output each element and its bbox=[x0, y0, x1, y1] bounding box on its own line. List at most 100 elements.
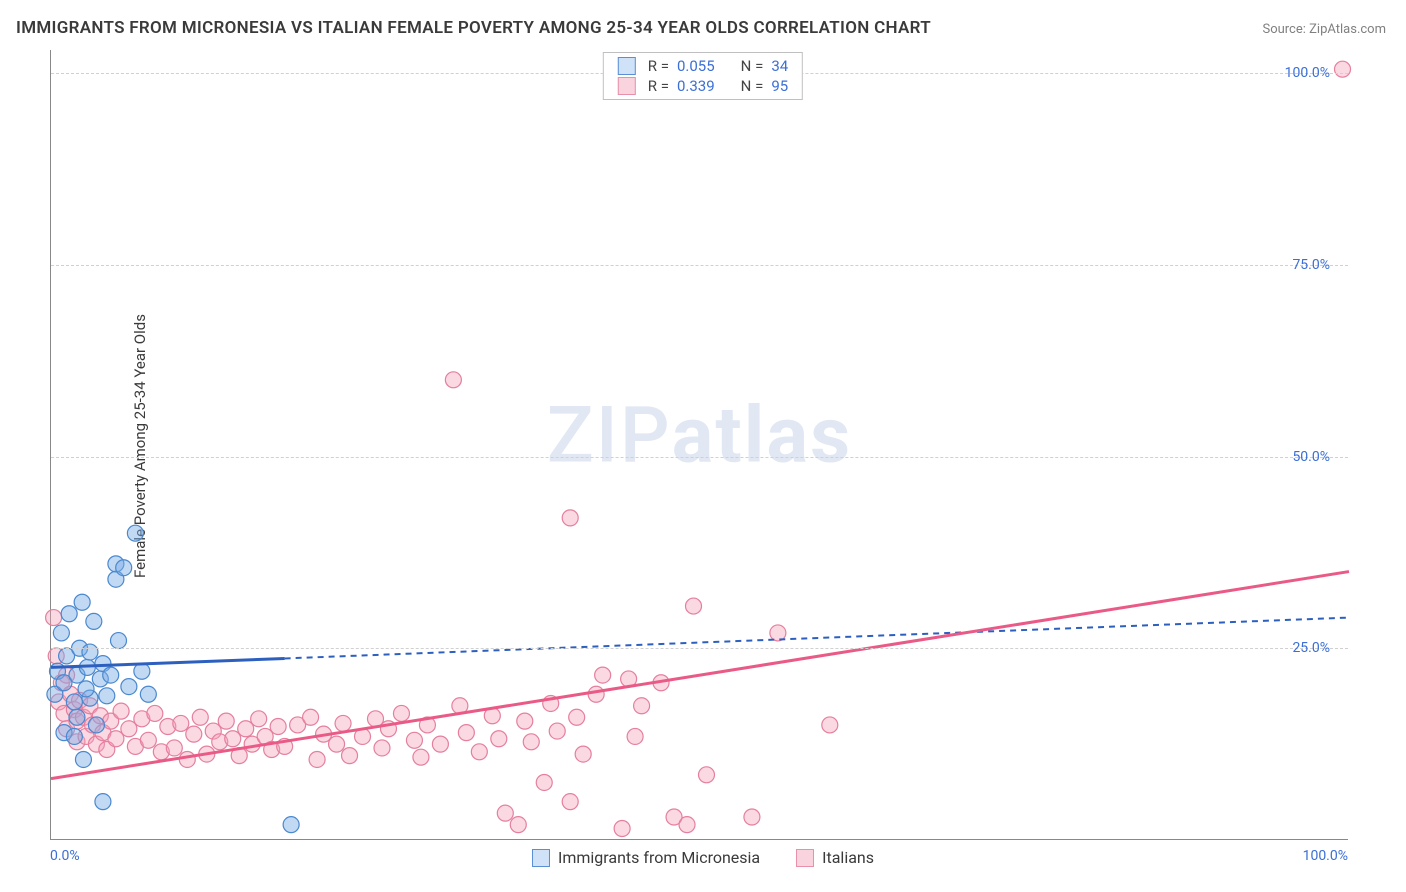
data-point bbox=[186, 726, 202, 742]
data-point bbox=[698, 767, 714, 783]
legend-row-0: R = 0.055 N = 34 bbox=[618, 57, 788, 75]
legend-swatch-1 bbox=[618, 77, 636, 95]
series-legend: Immigrants from Micronesia Italians bbox=[532, 848, 874, 867]
data-point bbox=[335, 715, 351, 731]
data-point bbox=[121, 679, 137, 695]
data-point bbox=[116, 560, 132, 576]
data-point bbox=[374, 740, 390, 756]
series-swatch-1 bbox=[796, 849, 814, 867]
y-tick-label: 50.0% bbox=[1292, 449, 1330, 465]
data-point bbox=[88, 717, 104, 733]
data-point bbox=[270, 718, 286, 734]
legend-n-label-0: N = bbox=[741, 57, 764, 75]
plot-area: ZIPatlas 25.0%50.0%75.0%100.0% bbox=[50, 50, 1348, 840]
y-tick-label: 25.0% bbox=[1292, 640, 1330, 656]
legend-n-val-0: 34 bbox=[771, 57, 788, 75]
data-point bbox=[192, 709, 208, 725]
data-point bbox=[595, 667, 611, 683]
data-point bbox=[393, 705, 409, 721]
source-label: Source: ZipAtlas.com bbox=[1262, 22, 1386, 37]
data-point bbox=[103, 667, 119, 683]
data-point bbox=[251, 711, 267, 727]
data-point bbox=[744, 809, 760, 825]
data-point bbox=[562, 794, 578, 810]
series-swatch-0 bbox=[532, 849, 550, 867]
data-point bbox=[549, 723, 565, 739]
data-point bbox=[614, 820, 630, 836]
y-tick-label: 75.0% bbox=[1292, 257, 1330, 273]
data-point bbox=[66, 694, 82, 710]
data-point bbox=[179, 751, 195, 767]
data-point bbox=[406, 732, 422, 748]
data-point bbox=[78, 681, 94, 697]
correlation-legend: R = 0.055 N = 34 R = 0.339 N = 95 bbox=[603, 52, 803, 100]
trend-line-dashed bbox=[285, 618, 1349, 659]
legend-row-1: R = 0.339 N = 95 bbox=[618, 77, 788, 95]
x-tick-end: 100.0% bbox=[1303, 848, 1348, 864]
data-point bbox=[309, 751, 325, 767]
data-point bbox=[562, 510, 578, 526]
data-point bbox=[491, 731, 507, 747]
legend-r-val-1: 0.339 bbox=[677, 77, 715, 95]
legend-n-label-1: N = bbox=[741, 77, 764, 95]
data-point bbox=[66, 728, 82, 744]
data-point bbox=[69, 709, 85, 725]
data-point bbox=[575, 746, 591, 762]
data-point bbox=[471, 744, 487, 760]
data-point bbox=[134, 663, 150, 679]
legend-r-label-1: R = bbox=[648, 77, 669, 95]
data-point bbox=[679, 817, 695, 833]
data-point bbox=[510, 817, 526, 833]
data-point bbox=[140, 732, 156, 748]
series-label-0: Immigrants from Micronesia bbox=[558, 848, 760, 867]
data-point bbox=[75, 751, 91, 767]
data-point bbox=[113, 703, 129, 719]
data-point bbox=[82, 644, 98, 660]
data-point bbox=[822, 717, 838, 733]
data-point bbox=[53, 625, 69, 641]
data-point bbox=[627, 728, 643, 744]
data-point bbox=[588, 686, 604, 702]
data-point bbox=[127, 525, 143, 541]
data-point bbox=[445, 372, 461, 388]
data-point bbox=[458, 725, 474, 741]
data-point bbox=[413, 749, 429, 765]
gridline bbox=[51, 457, 1348, 458]
data-point bbox=[329, 736, 345, 752]
data-point bbox=[536, 774, 552, 790]
data-point bbox=[46, 610, 62, 626]
data-point bbox=[95, 794, 111, 810]
data-point bbox=[303, 709, 319, 725]
series-legend-item-1: Italians bbox=[796, 848, 874, 867]
y-tick-label: 100.0% bbox=[1285, 65, 1330, 81]
data-point bbox=[569, 709, 585, 725]
data-point bbox=[61, 606, 77, 622]
data-point bbox=[86, 613, 102, 629]
data-point bbox=[523, 734, 539, 750]
legend-r-label-0: R = bbox=[648, 57, 669, 75]
data-point bbox=[1335, 61, 1351, 77]
data-point bbox=[110, 633, 126, 649]
data-point bbox=[140, 686, 156, 702]
legend-n-val-1: 95 bbox=[771, 77, 788, 95]
data-point bbox=[517, 713, 533, 729]
chart-title: IMMIGRANTS FROM MICRONESIA VS ITALIAN FE… bbox=[16, 18, 931, 38]
data-point bbox=[283, 817, 299, 833]
data-point bbox=[173, 715, 189, 731]
data-point bbox=[166, 740, 182, 756]
legend-r-val-0: 0.055 bbox=[677, 57, 715, 75]
data-point bbox=[497, 805, 513, 821]
data-point bbox=[74, 594, 90, 610]
x-tick-start: 0.0% bbox=[50, 848, 80, 864]
data-point bbox=[147, 705, 163, 721]
series-label-1: Italians bbox=[822, 848, 874, 867]
series-legend-item-0: Immigrants from Micronesia bbox=[532, 848, 760, 867]
data-point bbox=[218, 713, 234, 729]
plot-svg bbox=[51, 50, 1348, 839]
data-point bbox=[99, 688, 115, 704]
gridline bbox=[51, 265, 1348, 266]
gridline bbox=[51, 648, 1348, 649]
data-point bbox=[686, 598, 702, 614]
data-point bbox=[342, 748, 358, 764]
legend-swatch-0 bbox=[618, 57, 636, 75]
